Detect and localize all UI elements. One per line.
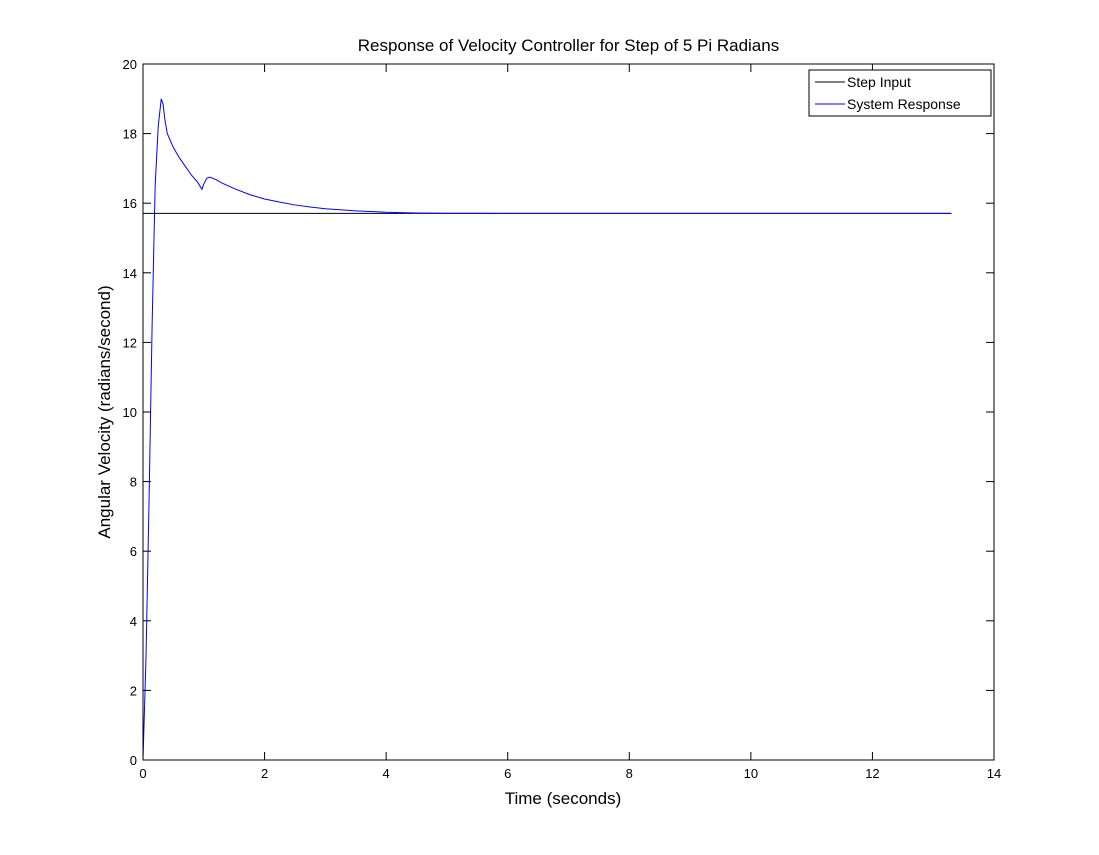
y-tick-label: 12 bbox=[123, 335, 137, 350]
y-axis-label: Angular Velocity (radians/second) bbox=[95, 285, 114, 538]
x-tick-label: 0 bbox=[139, 766, 146, 781]
y-tick-label: 16 bbox=[123, 196, 137, 211]
x-tick-label: 6 bbox=[504, 766, 511, 781]
chart-title: Response of Velocity Controller for Step… bbox=[358, 36, 779, 55]
x-axis-ticks: 0 2 4 6 8 10 12 14 bbox=[139, 64, 1001, 781]
y-tick-label: 20 bbox=[123, 57, 137, 72]
y-axis-ticks: 0 2 4 6 8 10 12 14 16 18 20 bbox=[123, 57, 994, 768]
x-tick-label: 14 bbox=[987, 766, 1001, 781]
y-tick-label: 18 bbox=[123, 127, 137, 142]
series-line-system-response bbox=[142, 98, 952, 761]
plot-area bbox=[143, 64, 994, 760]
x-tick-label: 8 bbox=[626, 766, 633, 781]
y-tick-label: 8 bbox=[130, 475, 137, 490]
y-tick-label: 4 bbox=[130, 614, 137, 629]
legend-box bbox=[808, 69, 992, 117]
x-axis-label: Time (seconds) bbox=[505, 789, 622, 808]
x-tick-label: 10 bbox=[744, 766, 758, 781]
y-tick-label: 2 bbox=[130, 683, 137, 698]
x-tick-label: 12 bbox=[865, 766, 879, 781]
y-tick-label: 6 bbox=[130, 544, 137, 559]
x-tick-label: 4 bbox=[383, 766, 390, 781]
data-layer bbox=[142, 98, 952, 761]
y-tick-label: 10 bbox=[123, 405, 137, 420]
legend: Step Input System Response bbox=[808, 69, 992, 117]
legend-label-system-response: System Response bbox=[847, 96, 961, 112]
legend-label-step-input: Step Input bbox=[847, 74, 911, 90]
x-tick-label: 2 bbox=[261, 766, 268, 781]
y-tick-label: 14 bbox=[123, 266, 137, 281]
y-tick-label: 0 bbox=[130, 753, 137, 768]
